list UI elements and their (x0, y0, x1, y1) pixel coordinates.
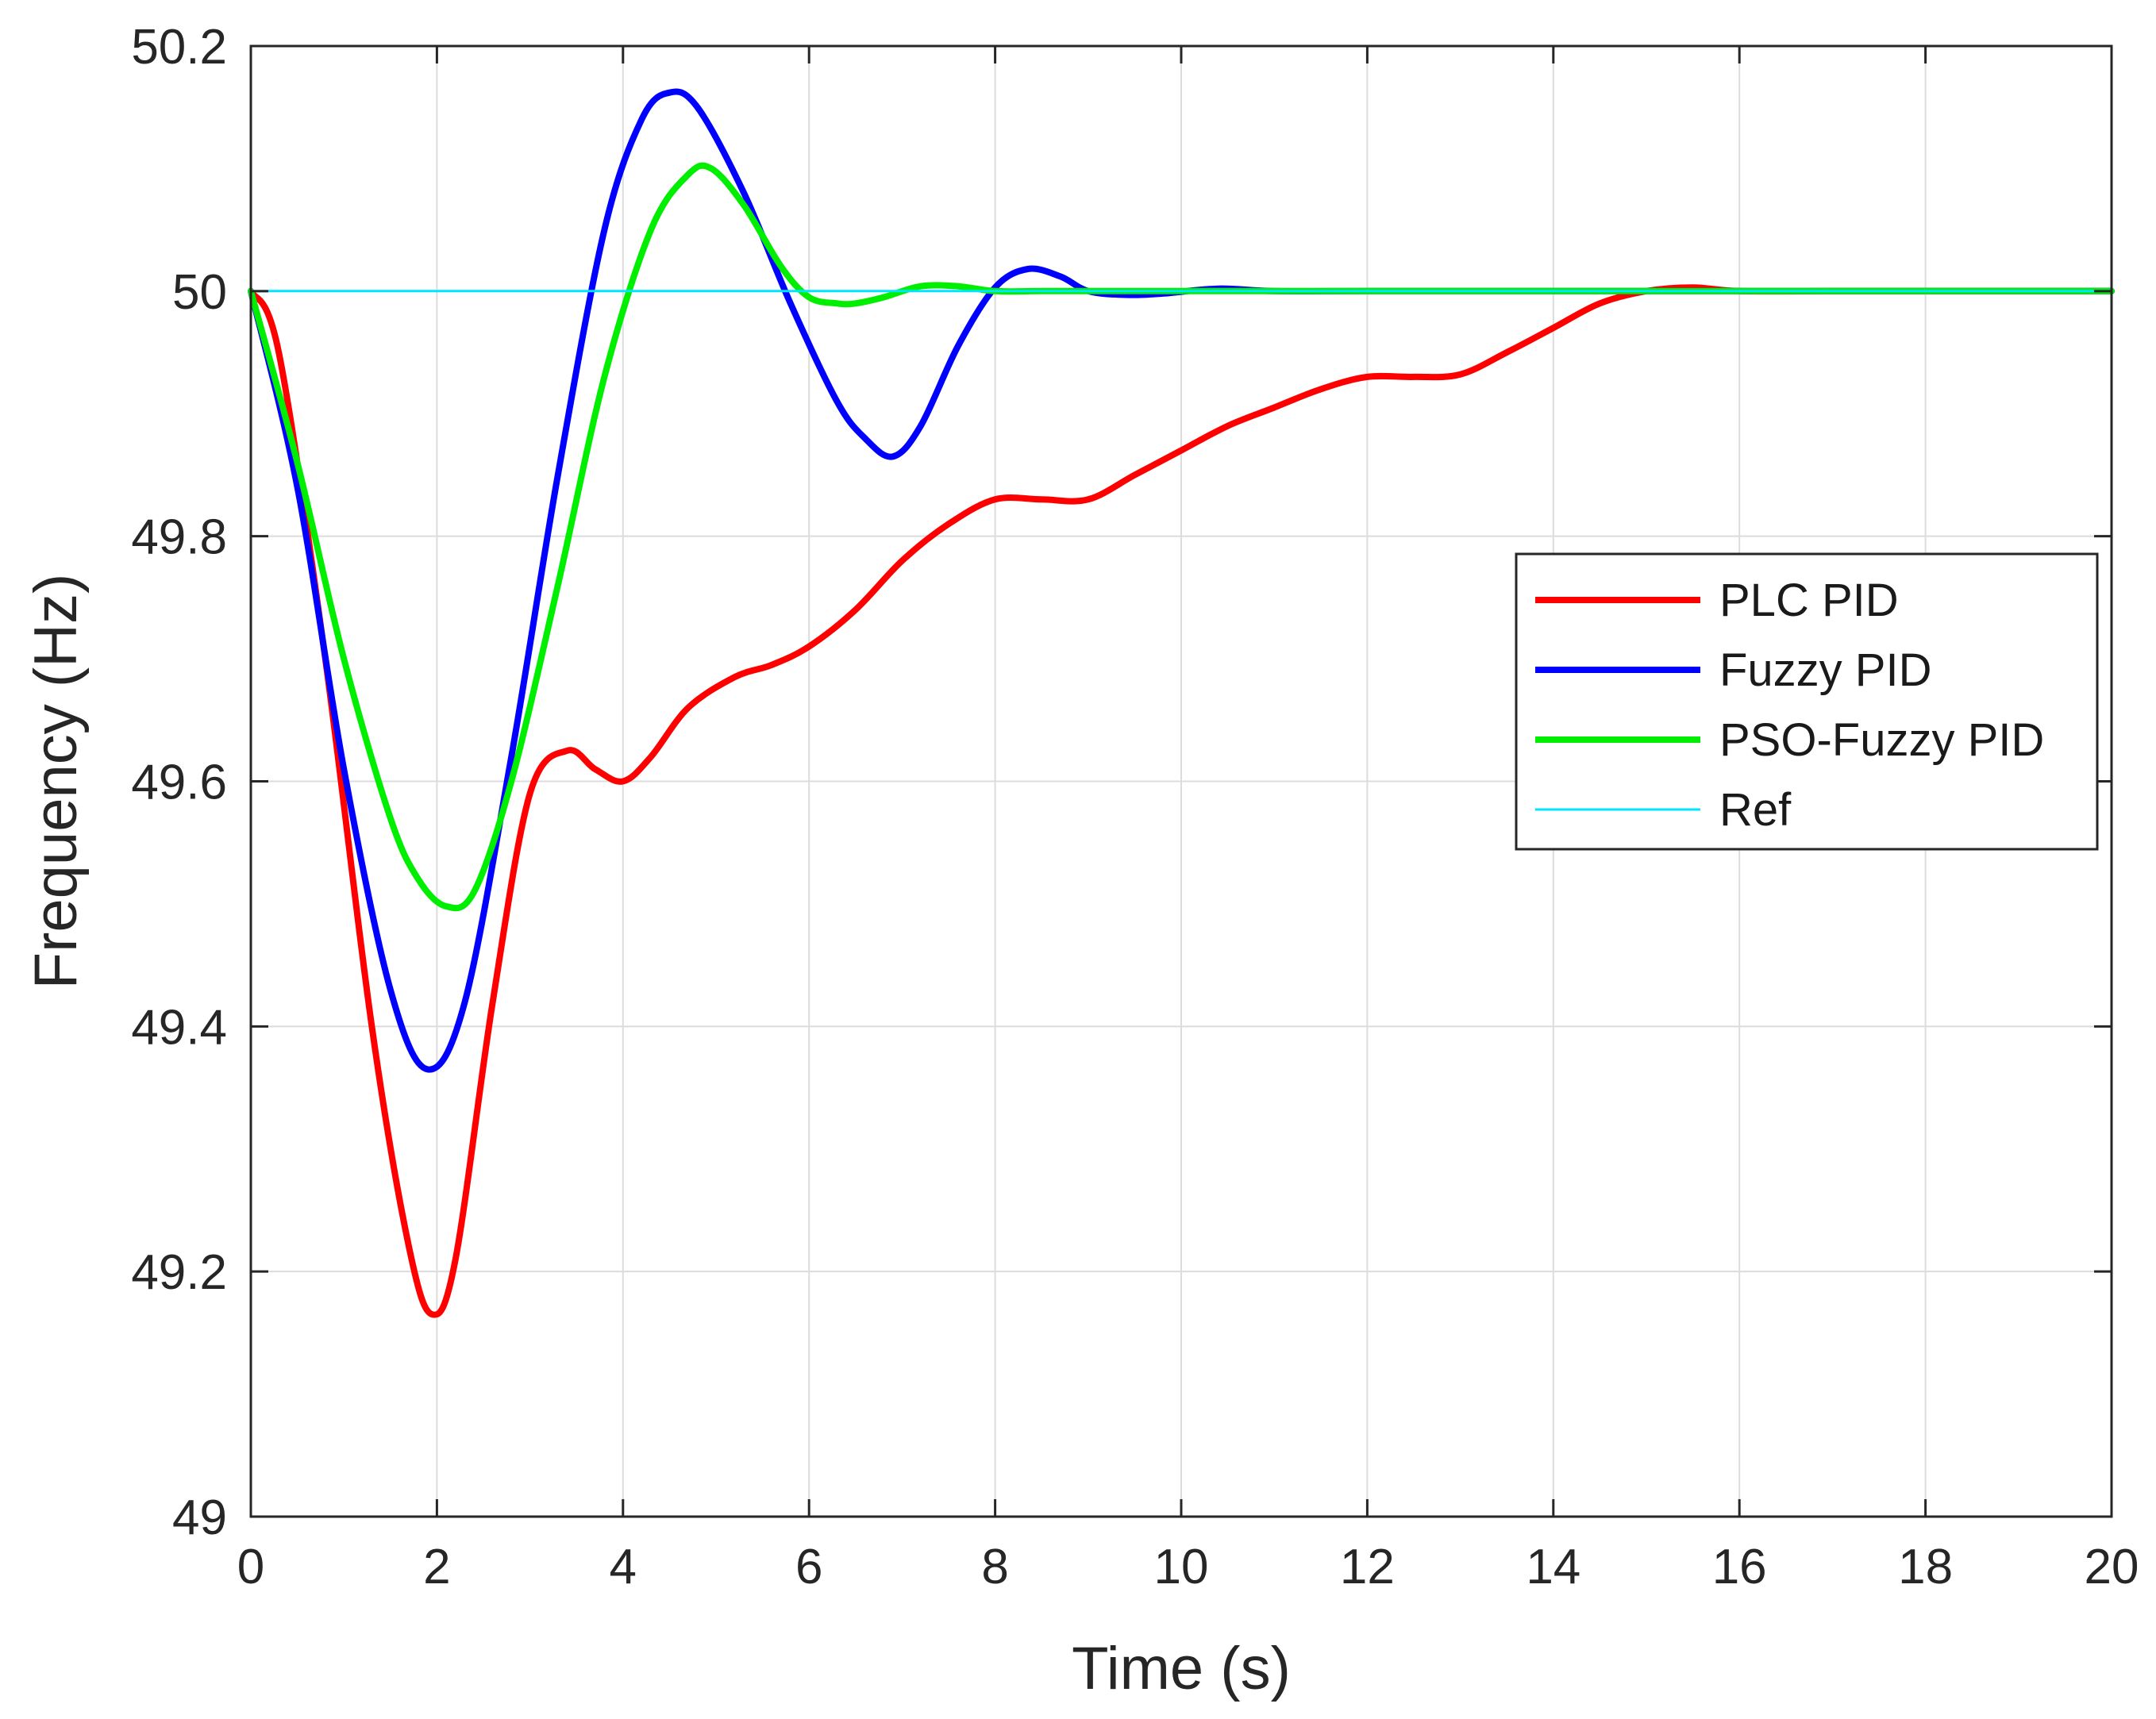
x-axis-label: Time (s) (1072, 1635, 1291, 1702)
y-axis-label: Frequency (Hz) (22, 574, 90, 990)
axis-ticks (249, 44, 2113, 1518)
y-tick-label: 50.2 (131, 20, 227, 75)
y-tick-label: 49.4 (131, 1000, 227, 1055)
legend-label-ref: Ref (1719, 784, 1792, 836)
legend-label-pso-fuzzy-pid: PSO-Fuzzy PID (1719, 714, 2044, 766)
x-tick-label: 18 (1898, 1540, 1953, 1594)
x-tick-label: 10 (1154, 1540, 1209, 1594)
x-tick-label: 20 (2085, 1540, 2139, 1594)
y-tick-label: 49.8 (131, 510, 227, 565)
legend-label-fuzzy-pid: Fuzzy PID (1719, 644, 1932, 696)
x-tick-label: 4 (610, 1540, 637, 1594)
x-tick-labels: 0 2 4 6 8 10 12 14 16 18 20 (237, 1540, 2139, 1594)
x-tick-label: 2 (423, 1540, 450, 1594)
x-tick-label: 6 (795, 1540, 822, 1594)
x-tick-label: 14 (1526, 1540, 1580, 1594)
y-tick-label: 49.2 (131, 1245, 227, 1300)
legend: PLC PID Fuzzy PID PSO-Fuzzy PID Ref (1515, 552, 2099, 851)
series-lines (248, 88, 2115, 1318)
y-tick-label: 49.6 (131, 756, 227, 810)
legend-label-plc-pid: PLC PID (1719, 575, 1899, 626)
x-tick-label: 12 (1340, 1540, 1395, 1594)
y-tick-labels: 49 49.2 49.4 49.6 49.8 50 50.2 (131, 20, 227, 1545)
x-tick-label: 8 (981, 1540, 1008, 1594)
x-tick-label: 0 (237, 1540, 264, 1594)
series-line-plc-pid (248, 284, 2115, 1318)
x-tick-label: 16 (1712, 1540, 1767, 1594)
y-tick-label: 50 (172, 265, 227, 320)
y-tick-label: 49 (172, 1490, 227, 1545)
